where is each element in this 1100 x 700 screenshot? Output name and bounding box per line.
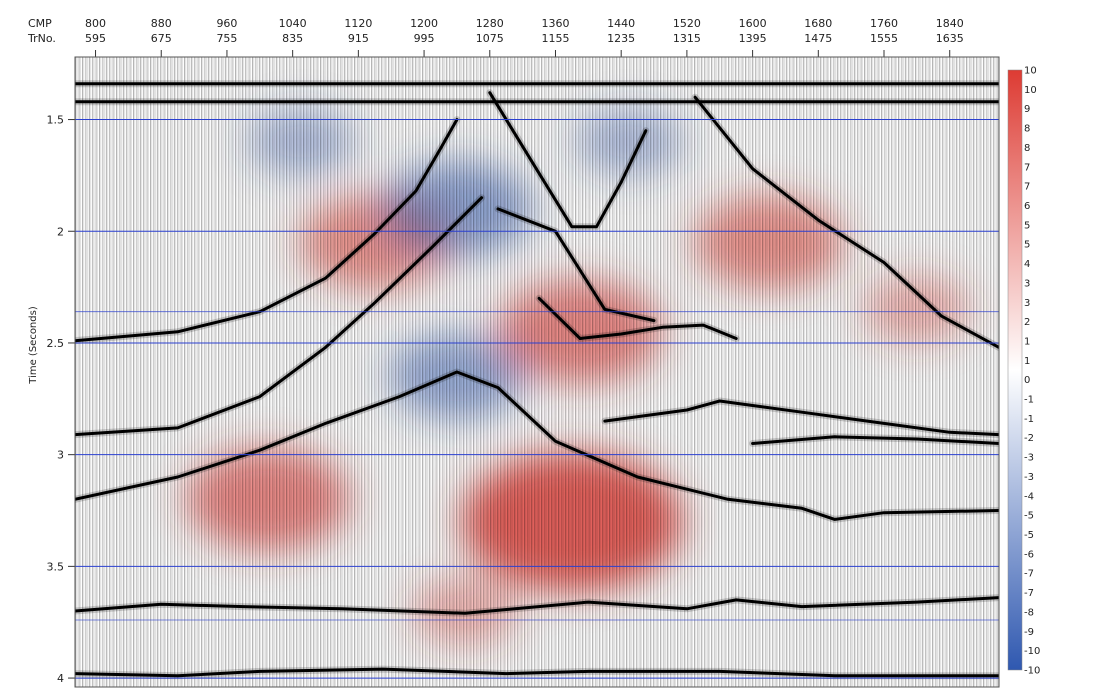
- cmp-tick-label: 1440: [607, 17, 635, 30]
- colorbar-label: 5: [1024, 240, 1030, 251]
- trno-axis-title: TrNo.: [27, 32, 56, 45]
- colorbar-label: -1: [1024, 395, 1034, 406]
- cmp-tick-label: 1600: [739, 17, 767, 30]
- reflector-event: [693, 95, 999, 349]
- y-tick-label: 4: [57, 672, 64, 685]
- trno-tick-label: 915: [348, 32, 369, 45]
- colorbar-label: 7: [1024, 182, 1030, 193]
- reflector-event: [537, 296, 738, 340]
- reflector-event: [488, 91, 648, 229]
- colorbar-label: -7: [1024, 569, 1034, 580]
- cmp-tick-label: 1360: [541, 17, 569, 30]
- y-tick-label: 1.5: [47, 114, 65, 127]
- reflector-event: [496, 207, 656, 323]
- colorbar: [1007, 69, 1023, 671]
- colorbar-label: 1: [1024, 356, 1030, 367]
- colorbar-label: 9: [1024, 104, 1030, 115]
- reflector-event: [603, 399, 999, 437]
- trno-tick-label: 1315: [673, 32, 701, 45]
- colorbar-label: -6: [1024, 549, 1034, 560]
- plot-area: [75, 57, 999, 687]
- top-axis-ticks: 800 595 880 675 960 755 1040 835 1120 915 1200 995 1…: [85, 17, 964, 57]
- colorbar-label: -3: [1024, 453, 1034, 464]
- trno-tick-label: 1395: [739, 32, 767, 45]
- cmp-tick-label: 1840: [936, 17, 964, 30]
- cmp-axis-title: CMP: [28, 17, 52, 30]
- colorbar-label: 10: [1024, 85, 1037, 96]
- cmp-tick-label: 880: [151, 17, 172, 30]
- cmp-tick-label: 1760: [870, 17, 898, 30]
- colorbar-label: -5: [1024, 511, 1034, 522]
- y-tick-label: 2.5: [47, 337, 65, 350]
- cmp-tick-label: 1120: [344, 17, 372, 30]
- cmp-tick-label: 1680: [804, 17, 832, 30]
- reflector-event: [75, 370, 999, 521]
- colorbar-label: -4: [1024, 491, 1034, 502]
- cmp-tick-label: 1200: [410, 17, 438, 30]
- colorbar-label: 6: [1024, 201, 1030, 212]
- colorbar-label: 2: [1024, 317, 1030, 328]
- colorbar-label: -2: [1024, 433, 1034, 444]
- reflector-event: [75, 596, 999, 615]
- colorbar-label: -8: [1024, 607, 1034, 618]
- reflector-event: [751, 435, 999, 445]
- y-tick-label: 3.5: [47, 560, 65, 573]
- trno-tick-label: 595: [85, 32, 106, 45]
- colorbar-label: 8: [1024, 143, 1030, 154]
- trno-tick-label: 755: [216, 32, 237, 45]
- y-axis-ticks: 1.5 2 2.5 3 3.5 4: [47, 114, 75, 685]
- cmp-tick-label: 1040: [279, 17, 307, 30]
- trno-tick-label: 1075: [476, 32, 504, 45]
- colorbar-label: -9: [1024, 627, 1034, 638]
- colorbar-label: -10: [1024, 646, 1040, 657]
- trno-tick-label: 1155: [541, 32, 569, 45]
- trace-texture: [75, 57, 999, 687]
- colorbar-label: -1: [1024, 414, 1034, 425]
- cmp-tick-label: 800: [85, 17, 106, 30]
- trno-tick-label: 835: [282, 32, 303, 45]
- colorbar-label: -7: [1024, 588, 1034, 599]
- colorbar-label: 5: [1024, 220, 1030, 231]
- reflector-layer: [75, 80, 999, 680]
- colorbar-label: 10: [1024, 66, 1037, 77]
- reflector-event: [75, 667, 999, 678]
- grid-lines: [75, 119, 999, 679]
- colorbar-label: 8: [1024, 124, 1030, 135]
- trno-tick-label: 675: [151, 32, 172, 45]
- cmp-tick-label: 1280: [476, 17, 504, 30]
- colorbar-label: -10: [1024, 666, 1040, 677]
- y-tick-label: 3: [57, 449, 64, 462]
- colorbar-label: 3: [1024, 298, 1030, 309]
- trno-tick-label: 995: [414, 32, 435, 45]
- reflector-event: [75, 118, 459, 343]
- colorbar-label: 7: [1024, 162, 1030, 173]
- trno-tick-label: 1235: [607, 32, 635, 45]
- colorbar-label: 1: [1024, 336, 1030, 347]
- colorbar-labels: 1010988776554332110-1-1-2-3-3-4-5-5-6-7-…: [1024, 66, 1040, 677]
- colorbar-label: 3: [1024, 278, 1030, 289]
- y-axis-label: Time (Seconds): [28, 306, 39, 385]
- colorbar-label: -3: [1024, 472, 1034, 483]
- colorbar-label: 0: [1024, 375, 1030, 386]
- colorbar-label: 4: [1024, 259, 1030, 270]
- trno-tick-label: 1635: [936, 32, 964, 45]
- cmp-tick-label: 960: [216, 17, 237, 30]
- trno-tick-label: 1475: [804, 32, 832, 45]
- y-tick-label: 2: [57, 225, 64, 238]
- trno-tick-label: 1555: [870, 32, 898, 45]
- plot-frame: [74, 56, 1000, 688]
- reflector-event: [75, 196, 484, 437]
- cmp-tick-label: 1520: [673, 17, 701, 30]
- colorbar-label: -5: [1024, 530, 1034, 541]
